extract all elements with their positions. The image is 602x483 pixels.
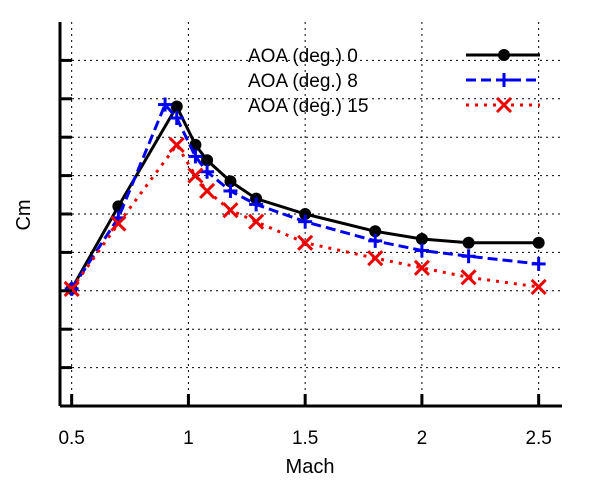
series-2-point (187, 167, 204, 184)
series-2-point (110, 215, 127, 232)
series-1-point (200, 164, 215, 179)
series-2-point-b (530, 278, 547, 296)
ticks: 0.5 1 1.5 2 2.5 (58, 58, 552, 449)
series-2-point (222, 202, 239, 219)
legend-marker-2-b (495, 96, 513, 114)
legend-label-2: AOA (deg.) 15 (248, 96, 368, 117)
series-1-point (249, 197, 264, 212)
series-2-point-b (199, 182, 216, 200)
series-0-point (299, 208, 312, 220)
series-line-0 (70, 104, 539, 290)
series-1-point (531, 256, 546, 271)
series-2-point (248, 213, 265, 230)
series-1-point (368, 233, 383, 248)
series-0-point (201, 154, 214, 167)
legend-marker-0 (498, 49, 510, 61)
series-1-point (414, 243, 429, 258)
series-2-point-b (248, 213, 265, 230)
series-2-point (297, 234, 314, 251)
x-tick-label: 1 (183, 428, 194, 449)
legend-marker-1 (497, 73, 511, 87)
series-2-point-b (110, 215, 127, 232)
series-0-point (415, 232, 428, 245)
series-1-point (461, 249, 476, 264)
series-1-point (188, 149, 203, 164)
x-tick-label: 2 (417, 428, 428, 449)
series-2-point-b (63, 280, 80, 297)
legend: AOA (deg.) 0 AOA (deg.) 8 AOA (deg.) 15 (248, 46, 540, 117)
series-2-point-b (168, 136, 185, 153)
series-2-point-b (460, 269, 477, 286)
series-2-point-b (297, 234, 314, 251)
series-2-point (367, 250, 384, 267)
y-axis-title: Cm (13, 199, 35, 230)
series-1-point (223, 183, 238, 198)
legend-marker-2 (495, 96, 513, 114)
series-layer (63, 97, 547, 297)
series-2-point (460, 269, 477, 286)
series-0-point (462, 236, 475, 249)
series-0-point (532, 236, 545, 249)
x-axis-title: Mach (286, 456, 335, 478)
legend-label-0: AOA (deg.) 0 (248, 46, 358, 67)
series-1-point (158, 97, 173, 112)
x-tick-label: 0.5 (58, 428, 84, 449)
series-2-point (63, 280, 80, 297)
series-0-point (224, 175, 237, 188)
series-2-point-b (222, 202, 239, 219)
series-2-point (413, 259, 430, 276)
legend-label-1: AOA (deg.) 8 (248, 71, 358, 92)
series-2-point (199, 182, 216, 200)
series-2-point-b (367, 250, 384, 267)
x-tick-label: 1.5 (292, 428, 318, 449)
series-1-point (169, 111, 184, 125)
series-2-point-b (187, 167, 204, 184)
series-2-point-b (413, 259, 430, 276)
x-tick-label: 2.5 (525, 428, 551, 449)
series-1-point (298, 214, 313, 229)
series-0-point (369, 225, 382, 238)
series-0-point (170, 100, 183, 113)
series-2-point (530, 278, 547, 296)
series-2-point (168, 136, 185, 153)
